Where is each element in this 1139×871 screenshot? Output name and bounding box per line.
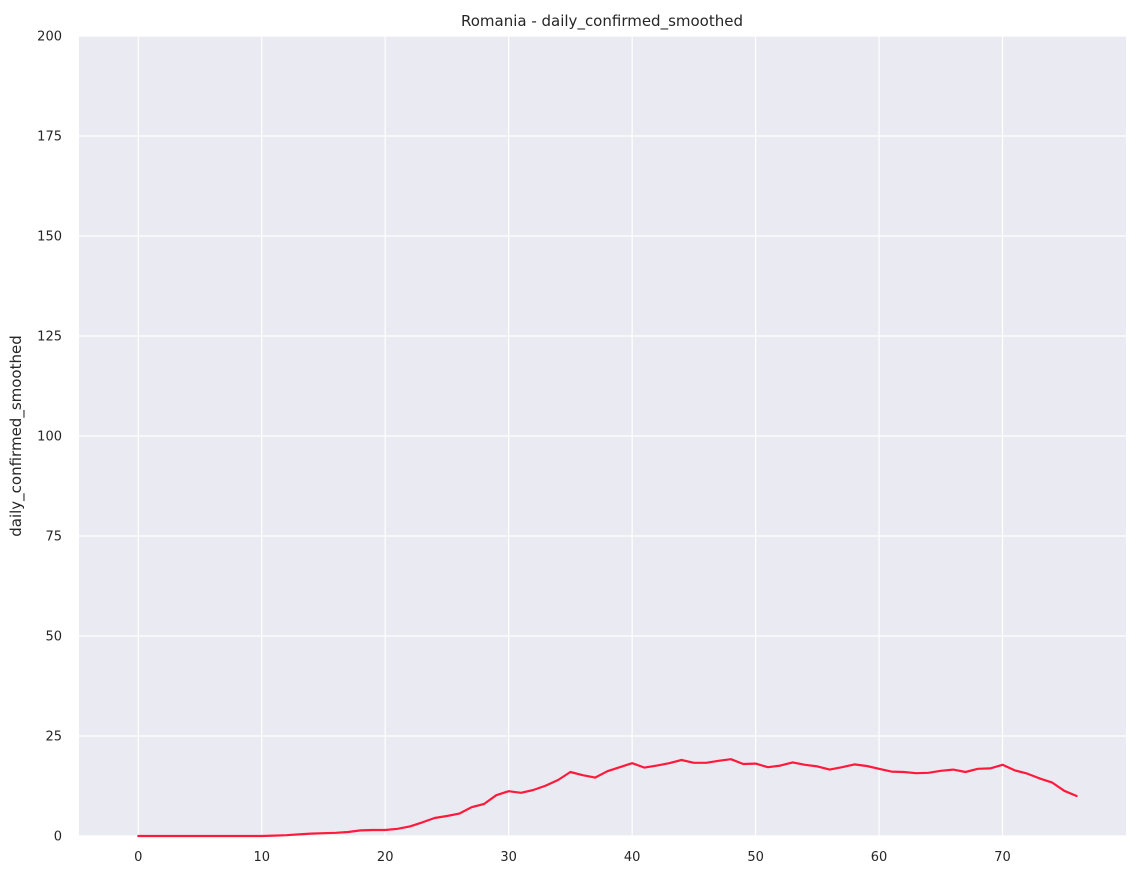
y-tick-label-150: 150 [37,230,62,245]
x-tick-label-30: 30 [500,850,517,865]
x-tick-label-40: 40 [624,850,641,865]
x-tick-label-50: 50 [747,850,764,865]
x-tick-label-70: 70 [994,850,1011,865]
y-axis-label: daily_confirmed_smoothed [7,335,26,537]
y-tick-label-75: 75 [45,530,62,545]
x-tick-label-60: 60 [871,850,888,865]
y-tick-label-200: 200 [37,30,62,45]
y-tick-label-25: 25 [45,730,62,745]
y-tick-label-50: 50 [45,630,62,645]
y-tick-label-100: 100 [37,430,62,445]
series-group [137,758,1078,838]
x-tick-label-10: 10 [253,850,270,865]
series-line-1 [137,758,1078,838]
y-axis: 0 25 50 75 100 125 150 175 200 [37,30,62,845]
x-tick-label-0: 0 [134,850,142,865]
y-tick-label-0: 0 [54,830,62,845]
y-tick-label-125: 125 [37,330,62,345]
y-tick-label-175: 175 [37,130,62,145]
chart-title: Romania - daily_confirmed_smoothed [461,12,743,31]
x-tick-label-20: 20 [377,850,394,865]
x-axis: 0 10 20 30 40 50 60 70 [134,850,1011,865]
